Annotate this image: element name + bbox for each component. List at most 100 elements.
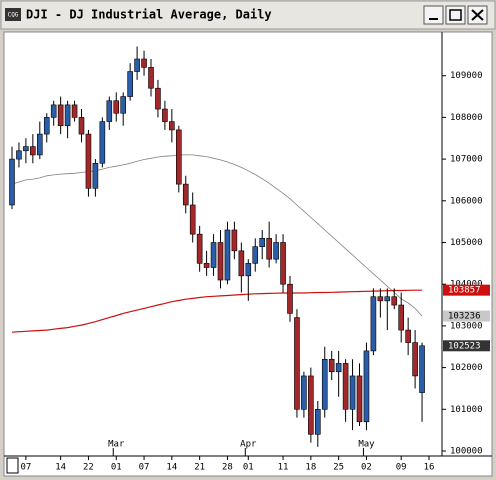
y-tick-label: 105000: [450, 238, 483, 248]
x-tick-label: 09: [396, 463, 407, 473]
price-tag: [443, 340, 490, 352]
candle-body: [259, 238, 266, 247]
candle-body: [308, 375, 314, 435]
button-glyph: [471, 9, 484, 21]
app-icon-glyph: CQG: [8, 12, 19, 19]
price-tag-label: 103857: [448, 286, 481, 296]
candle-body: [71, 104, 78, 118]
candle-body: [342, 363, 349, 410]
candle-body: [113, 100, 120, 114]
price-tag: [443, 284, 490, 296]
y-tick-label: 101000: [450, 405, 483, 415]
y-tick-label: 107000: [450, 155, 483, 165]
candle-body: [314, 408, 321, 435]
chart-pane: [3, 31, 493, 477]
corner-box[interactable]: [6, 457, 19, 474]
candle-body: [92, 162, 99, 189]
candle-body: [370, 296, 377, 352]
candle-body: [419, 345, 425, 393]
x-tick-label: 16: [424, 463, 435, 473]
moving-average: [11, 154, 423, 317]
candle-body: [391, 296, 398, 306]
x-tick-label: 01: [111, 463, 122, 473]
candle-body: [43, 117, 50, 135]
candle-body: [245, 263, 252, 277]
candle-body: [377, 296, 384, 302]
candle-body: [349, 375, 356, 410]
candle-body: [210, 242, 217, 268]
candle-body: [23, 146, 29, 152]
candle-body: [155, 87, 161, 110]
x-tick-label: 25: [333, 463, 344, 473]
candle-body: [99, 121, 106, 164]
candle-body: [405, 329, 411, 343]
candle-body: [224, 229, 231, 281]
y-tick-label: 103000: [450, 321, 483, 331]
x-tick-label: 01: [243, 463, 254, 473]
candle-body: [16, 150, 22, 160]
y-tick-label: 108000: [450, 113, 483, 123]
x-tick-label: 28: [222, 463, 233, 473]
candle-body: [127, 71, 133, 97]
candle-body: [398, 304, 405, 331]
close-button[interactable]: [467, 5, 488, 25]
candle-body: [321, 358, 328, 410]
candle-body: [335, 363, 342, 373]
candle-body: [120, 96, 126, 114]
moving-average: [11, 289, 423, 333]
candle-body: [196, 233, 203, 264]
candle-body: [78, 117, 85, 135]
candle-body: [384, 296, 391, 302]
month-label: May: [358, 440, 375, 450]
candle-body: [412, 342, 418, 377]
month-label: Mar: [108, 440, 125, 450]
candle-body: [57, 104, 64, 127]
candle-body: [328, 358, 335, 373]
x-tick-label: 11: [278, 463, 289, 473]
candle-body: [85, 133, 92, 189]
minimize-button[interactable]: [423, 5, 444, 25]
candle-body: [273, 242, 279, 260]
candle-body: [356, 375, 363, 423]
candle-body: [176, 129, 182, 185]
candle-body: [141, 58, 147, 68]
x-tick-label: 07: [139, 463, 150, 473]
maximize-button[interactable]: [445, 5, 466, 25]
title-bar: [0, 0, 496, 30]
candle-body: [280, 242, 286, 285]
candle-body: [189, 204, 196, 235]
month-label: Apr: [240, 440, 257, 450]
candle-body: [182, 183, 189, 206]
candle-body: [9, 158, 15, 206]
x-tick-label: 14: [55, 463, 66, 473]
candle-body: [36, 133, 43, 156]
button-glyph: [449, 9, 462, 21]
window-title: DJI - DJ Industrial Average, Daily: [26, 8, 272, 22]
app-icon: [5, 8, 21, 21]
candle-body: [30, 146, 36, 156]
button-box[interactable]: [423, 5, 444, 25]
candle-body: [134, 58, 140, 72]
y-tick-label: 109000: [450, 71, 483, 81]
x-tick-label: 21: [194, 463, 205, 473]
candle-body: [294, 317, 300, 410]
candle-body: [169, 121, 175, 131]
candle-body: [301, 375, 307, 410]
y-tick-label: 102000: [450, 363, 483, 373]
candle-body: [148, 67, 154, 89]
x-tick-label: 18: [305, 463, 316, 473]
button-box[interactable]: [445, 5, 466, 25]
x-tick-label: 07: [20, 463, 31, 473]
price-tag-label: 102523: [448, 341, 481, 351]
y-tick-label: 106000: [450, 196, 483, 206]
x-tick-label: 22: [83, 463, 94, 473]
candle-body: [231, 229, 238, 252]
candle-body: [162, 108, 168, 122]
candle-body: [238, 250, 245, 277]
x-tick-label: 14: [166, 463, 177, 473]
candle-body: [217, 242, 224, 281]
x-tick-label: 02: [361, 463, 372, 473]
candle-body: [106, 100, 113, 122]
candle-body: [50, 104, 57, 118]
